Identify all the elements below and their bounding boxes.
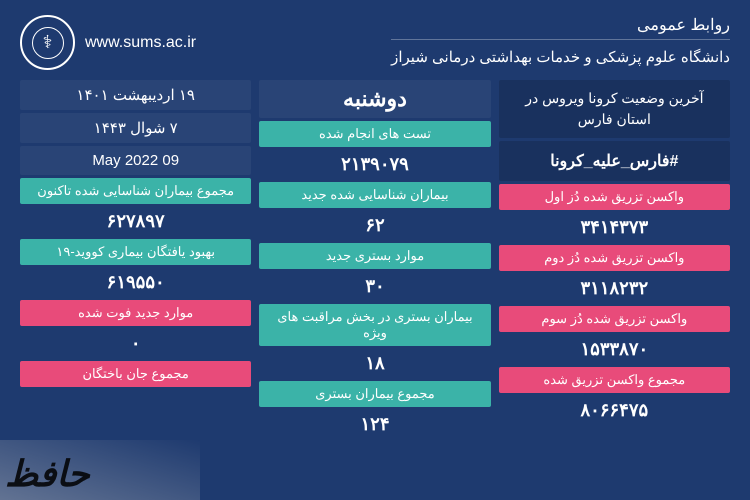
column-vaccination: آخرین وضعیت کرونا ویروس در استان فارس #ف…	[499, 80, 730, 439]
dose2-label: واکسن تزریق شده دُز دوم	[499, 245, 730, 271]
tests-value: ۲۱۳۹۰۷۹	[259, 150, 490, 179]
day-name: دوشنبه	[259, 80, 490, 118]
icu-label: بیماران بستری در بخش مراقبت های ویژه	[259, 304, 490, 346]
dose3-value: ۱۵۳۳۸۷۰	[499, 335, 730, 364]
data-columns: آخرین وضعیت کرونا ویروس در استان فارس #ف…	[20, 80, 730, 439]
total-hosp-label: مجموع بیماران بستری	[259, 381, 490, 407]
tests-label: تست های انجام شده	[259, 121, 490, 147]
icu-value: ۱۸	[259, 349, 490, 378]
dose3-label: واکسن تزریق شده دُز سوم	[499, 306, 730, 332]
header-logo-block: www.sums.ac.ir	[20, 15, 196, 70]
new-deaths-label: موارد جدید فوت شده	[20, 300, 251, 326]
date-arabic: ۷ شوال ۱۴۴۳	[20, 113, 251, 143]
recovered-label: بهبود یافتگان بیماری کووید-۱۹	[20, 239, 251, 265]
new-hosp-value: ۳۰	[259, 272, 490, 301]
recovered-value: ۶۱۹۵۵۰	[20, 268, 251, 297]
total-deaths-label: مجموع جان باختگان	[20, 361, 251, 387]
date-english: 09 May 2022	[20, 146, 251, 175]
total-cases-value: ۶۲۷۸۹۷	[20, 207, 251, 236]
website-url: www.sums.ac.ir	[85, 34, 196, 52]
university-name: دانشگاه علوم پزشکی و خدمات بهداشتی درمان…	[391, 44, 730, 66]
dose1-label: واکسن تزریق شده دُز اول	[499, 184, 730, 210]
dose2-value: ۳۱۱۸۲۳۲	[499, 274, 730, 303]
total-cases-label: مجموع بیماران شناسایی شده تاکنون	[20, 178, 251, 204]
university-logo-icon	[20, 15, 75, 70]
new-deaths-value: ۰	[20, 329, 251, 358]
header-titles: روابط عمومی دانشگاه علوم پزشکی و خدمات ب…	[391, 15, 730, 66]
hashtag: #فارس_علیه_کرونا	[499, 141, 730, 181]
column-daily-stats: دوشنبه تست های انجام شده ۲۱۳۹۰۷۹ بیماران…	[259, 80, 490, 439]
infographic-container: روابط عمومی دانشگاه علوم پزشکی و خدمات ب…	[0, 0, 750, 500]
pr-label: روابط عمومی	[391, 15, 730, 40]
new-cases-value: ۶۲	[259, 211, 490, 240]
date-persian: ۱۹ اردیبهشت ۱۴۰۱	[20, 80, 251, 110]
total-deaths-value	[20, 390, 251, 398]
new-hosp-label: موارد بستری جدید	[259, 243, 490, 269]
total-vac-value: ۸۰۶۶۴۷۵	[499, 396, 730, 425]
watermark: حافظ	[5, 453, 90, 495]
total-vac-label: مجموع واکسن تزریق شده	[499, 367, 730, 393]
total-hosp-value: ۱۲۴	[259, 410, 490, 439]
new-cases-label: بیماران شناسایی شده جدید	[259, 182, 490, 208]
status-title: آخرین وضعیت کرونا ویروس در استان فارس	[499, 80, 730, 138]
column-totals: ۱۹ اردیبهشت ۱۴۰۱ ۷ شوال ۱۴۴۳ 09 May 2022…	[20, 80, 251, 439]
dose1-value: ۳۴۱۴۳۷۳	[499, 213, 730, 242]
header: روابط عمومی دانشگاه علوم پزشکی و خدمات ب…	[20, 15, 730, 70]
